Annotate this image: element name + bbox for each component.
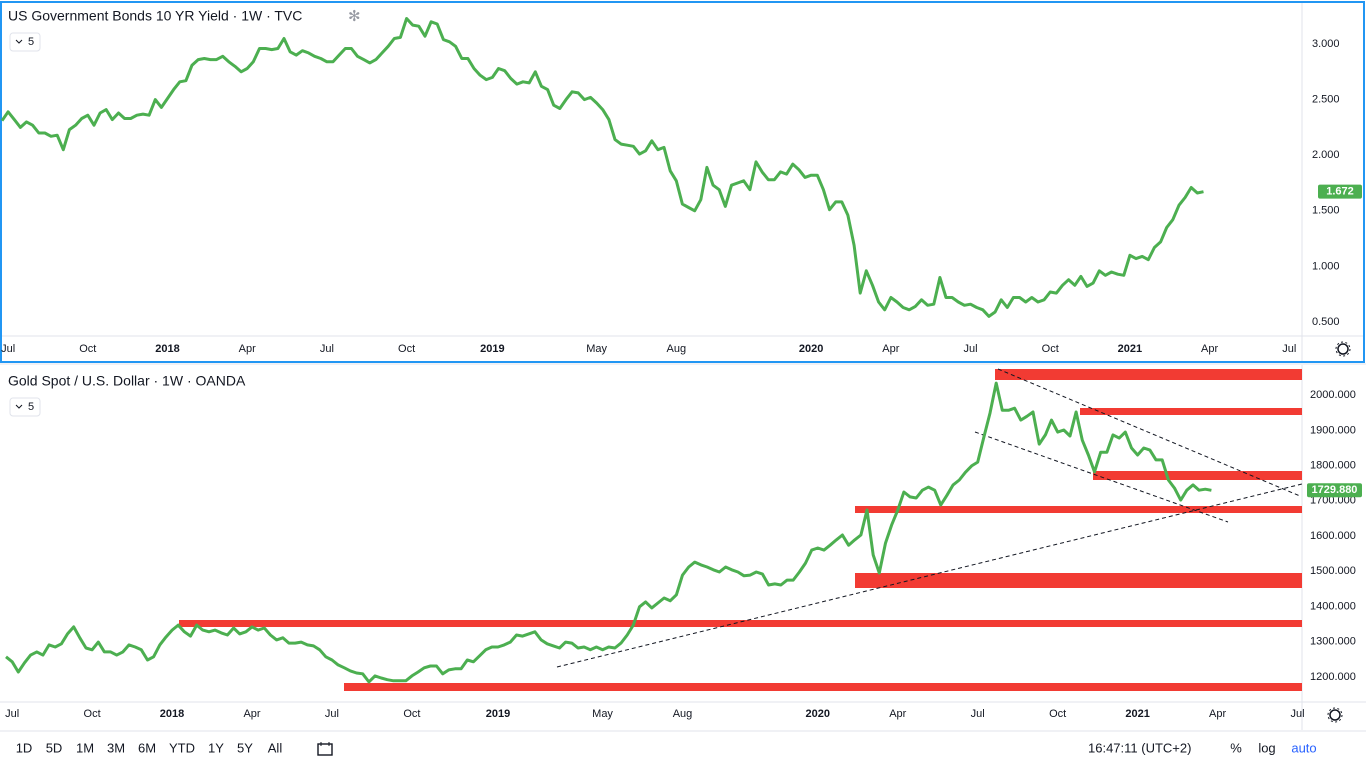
x-tick-label: Oct — [398, 343, 415, 355]
x-tick-label: Jul — [320, 343, 334, 355]
x-tick-label: Jul — [971, 708, 985, 720]
y-tick-label: 1700.000 — [1310, 495, 1356, 507]
x-tick-label: Jul — [1282, 343, 1296, 355]
y-tick-label: 1800.000 — [1310, 459, 1356, 471]
active-pane-frame — [0, 1, 1365, 363]
range-button[interactable]: 1M — [76, 740, 94, 755]
y-tick-label: 1500.000 — [1310, 565, 1356, 577]
range-button[interactable]: 6M — [138, 740, 156, 755]
y-tick-label: 1.500 — [1312, 205, 1340, 217]
interval-badge[interactable]: 5 — [9, 32, 41, 52]
zone[interactable] — [1080, 408, 1302, 415]
x-tick-label: Aug — [667, 343, 687, 355]
x-tick-label: May — [592, 708, 613, 720]
zones — [179, 369, 1302, 691]
x-tick-label: Jul — [964, 343, 978, 355]
range-button[interactable]: 1D — [16, 740, 33, 755]
x-tick-label: Oct — [1042, 343, 1059, 355]
range-button[interactable]: 5D — [46, 740, 63, 755]
range-buttons: 1D 5D 1M 3M 6M YTD 1Y 5Y All — [16, 740, 283, 755]
x-tick-label: 2019 — [480, 343, 504, 355]
clock[interactable]: 16:47:11 (UTC+2) — [1088, 740, 1191, 755]
x-tick-label: 2020 — [806, 708, 830, 720]
trendlines — [556, 368, 1303, 668]
x-tick-label: Jul — [5, 708, 19, 720]
range-button[interactable]: 1Y — [208, 740, 224, 755]
zone[interactable] — [1093, 471, 1302, 480]
y-tick-label: 1300.000 — [1310, 636, 1356, 648]
x-tick-label: Jul — [325, 708, 339, 720]
x-tick-label: 2021 — [1125, 708, 1149, 720]
price-line — [5, 381, 1212, 684]
y-tick-label: 3.000 — [1312, 38, 1340, 50]
y-tick-label: 1400.000 — [1310, 600, 1356, 612]
x-tick-label: 2018 — [160, 708, 184, 720]
chart-title: US Government Bonds 10 YR Yield · 1W · T… — [8, 8, 302, 24]
x-tick-label: Oct — [403, 708, 420, 720]
last-price-label: 1729.880 — [1312, 484, 1358, 496]
range-button[interactable]: YTD — [169, 740, 195, 755]
trendline[interactable] — [974, 431, 1229, 523]
zone[interactable] — [179, 620, 1302, 627]
x-tick-label: 2021 — [1118, 343, 1142, 355]
x-tick-label: Apr — [882, 343, 899, 355]
x-tick-label: 2018 — [155, 343, 179, 355]
x-tick-label: Oct — [84, 708, 101, 720]
y-tick-label: 1600.000 — [1310, 530, 1356, 542]
percent-toggle[interactable]: % — [1230, 740, 1242, 755]
x-tick-label: 2019 — [486, 708, 510, 720]
x-tick-label: Jul — [1290, 708, 1304, 720]
zone[interactable] — [855, 573, 1302, 588]
y-tick-label: 1900.000 — [1310, 424, 1356, 436]
y-tick-label: 1200.000 — [1310, 671, 1356, 683]
trendline[interactable] — [556, 483, 1303, 668]
trendline[interactable] — [997, 368, 1301, 497]
badge-label: 5 — [28, 36, 34, 48]
y-tick-label: 1.000 — [1312, 260, 1340, 272]
range-button[interactable]: 5Y — [237, 740, 253, 755]
x-tick-label: Apr — [243, 708, 260, 720]
auto-toggle[interactable]: auto — [1291, 740, 1316, 755]
gear-icon[interactable] — [1327, 707, 1343, 723]
y-tick-label: 2.000 — [1312, 149, 1340, 161]
x-tick-label: Aug — [673, 708, 693, 720]
last-price-label: 1.672 — [1326, 186, 1354, 198]
zone[interactable] — [995, 369, 1302, 380]
x-tick-label: Apr — [1201, 343, 1218, 355]
zone[interactable] — [855, 506, 1302, 513]
gear-icon[interactable] — [1335, 341, 1351, 357]
y-tick-label: 2.500 — [1312, 94, 1340, 106]
y-tick-label: 2000.000 — [1310, 389, 1356, 401]
settings-icon[interactable]: ✻ — [348, 8, 361, 25]
chart-title: Gold Spot / U.S. Dollar · 1W · OANDA — [8, 373, 246, 389]
x-tick-label: 2020 — [799, 343, 823, 355]
last-price-badge — [1307, 483, 1362, 498]
x-tick-label: May — [586, 343, 607, 355]
price-line — [0, 17, 1204, 318]
badge-label: 5 — [28, 401, 34, 413]
x-tick-label: Apr — [239, 343, 256, 355]
interval-badge[interactable]: 5 — [9, 397, 41, 417]
x-tick-label: Oct — [79, 343, 96, 355]
x-tick-label: Jul — [1, 343, 15, 355]
range-button[interactable]: All — [268, 740, 283, 755]
log-toggle[interactable]: log — [1258, 740, 1275, 755]
zone[interactable] — [344, 683, 1302, 691]
range-button[interactable]: 3M — [107, 740, 125, 755]
x-tick-label: Apr — [889, 708, 906, 720]
x-tick-label: Apr — [1209, 708, 1226, 720]
compare-icon[interactable] — [317, 742, 333, 756]
y-tick-label: 0.500 — [1312, 316, 1340, 328]
last-price-badge — [1318, 184, 1362, 199]
x-tick-label: Oct — [1049, 708, 1066, 720]
